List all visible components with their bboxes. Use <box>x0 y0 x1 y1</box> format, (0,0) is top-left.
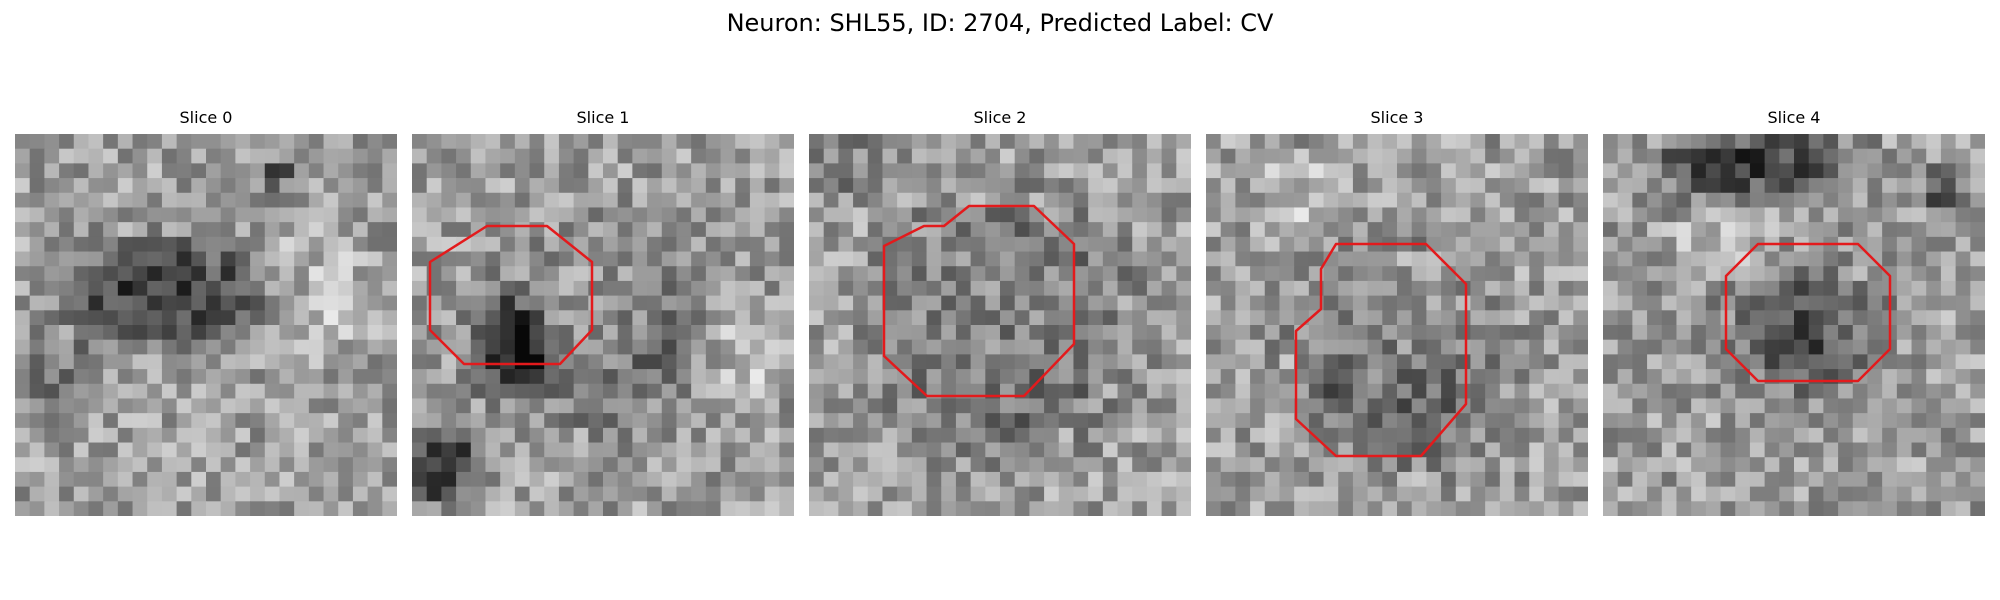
slice-title: Slice 4 <box>1767 108 1821 127</box>
pixel-grid <box>15 134 397 516</box>
slice-panel-1: Slice 1 <box>412 108 794 516</box>
roi-contour <box>1294 242 1468 458</box>
slice-image <box>809 134 1191 516</box>
slice-image <box>1603 134 1985 516</box>
slice-panel-0: Slice 0 <box>15 108 397 516</box>
slice-title: Slice 0 <box>179 108 233 127</box>
slice-image <box>412 134 794 516</box>
slice-image <box>15 134 397 516</box>
pixel-grid <box>1206 134 1588 516</box>
pixel-grid <box>809 134 1191 516</box>
slice-title: Slice 1 <box>576 108 630 127</box>
roi-contour <box>882 204 1076 398</box>
slice-image <box>1206 134 1588 516</box>
slice-title: Slice 2 <box>973 108 1027 127</box>
pixel-grid <box>1603 134 1985 516</box>
slice-panel-3: Slice 3 <box>1206 108 1588 516</box>
slice-panel-4: Slice 4 <box>1603 108 1985 516</box>
pixel-grid <box>412 134 794 516</box>
slice-panel-2: Slice 2 <box>809 108 1191 516</box>
roi-contour <box>1724 242 1892 383</box>
slice-title: Slice 3 <box>1370 108 1424 127</box>
roi-contour <box>428 224 594 366</box>
figure-title: Neuron: SHL55, ID: 2704, Predicted Label… <box>726 9 1274 37</box>
